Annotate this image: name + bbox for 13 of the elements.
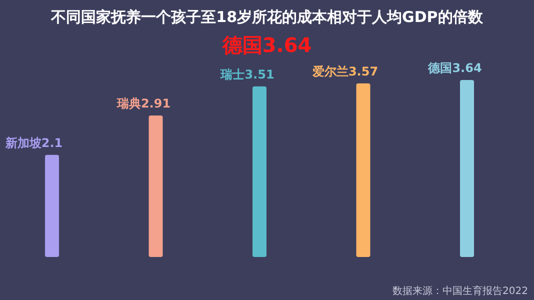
value-label: 3.64 [452, 61, 482, 75]
title: 不同国家抚养一个孩子至18岁所花的成本相对于人均GDP的倍数 [51, 8, 483, 26]
subtitle: 德国3.64 [222, 33, 312, 57]
category-label: 爱尔兰 [312, 64, 348, 78]
category-label: 德国 [428, 61, 452, 75]
value-label: 3.57 [348, 64, 378, 78]
value-label: 3.51 [244, 67, 274, 82]
annotation: 数据来源：中国生育报告2022 [392, 286, 528, 297]
category-label: 瑞士 [220, 67, 245, 82]
category-label: 新加坡 [5, 136, 42, 150]
value-label: 2.1 [41, 136, 63, 150]
category-label: 瑞典 [116, 96, 141, 110]
value-label: 2.91 [140, 96, 171, 110]
